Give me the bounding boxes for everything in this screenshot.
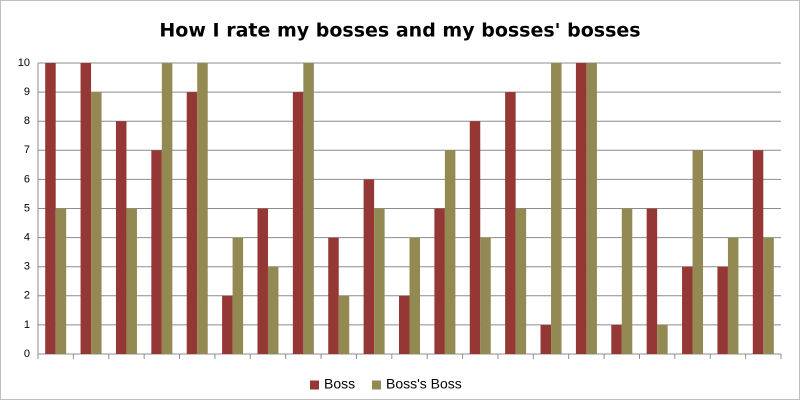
bar [657,324,668,354]
bar [292,92,304,354]
bar [115,121,127,354]
bar [45,63,56,354]
bar [197,63,208,354]
y-tick-label: 0 [24,348,30,360]
bar [161,63,173,354]
bar [409,237,420,354]
y-tick-label: 8 [24,115,30,127]
bar [480,237,491,354]
chart-title: How I rate my bosses and my bosses' boss… [159,20,640,42]
bar [434,208,445,354]
y-tick-label: 3 [24,261,30,273]
bar [646,208,658,354]
y-tick-label: 9 [24,86,30,98]
bar [540,324,552,354]
bar [727,237,739,354]
bar [752,150,764,354]
bar [363,179,375,354]
bar [151,150,162,354]
bar [682,266,693,354]
y-tick-label: 6 [24,173,30,185]
bar [232,237,244,354]
legend-swatch [310,380,319,390]
legend-label: Boss [324,376,355,392]
bar [621,208,633,354]
bar [257,208,268,354]
bar [303,63,314,354]
y-tick-label: 7 [24,144,30,156]
y-tick-label: 4 [24,232,30,244]
bar [55,208,67,354]
bar [222,295,233,354]
bar [717,266,728,354]
legend-swatch [372,380,381,390]
bar [444,150,456,354]
bar [586,63,597,354]
bar [267,266,279,354]
legend-label: Boss's Boss [386,376,462,392]
bar [80,63,92,354]
bar [91,92,102,354]
bar [126,208,137,354]
bar [328,237,339,354]
bar [186,92,198,354]
y-tick-label: 2 [24,290,30,302]
bar [692,150,704,354]
bar [515,208,527,354]
y-tick-label: 5 [24,202,30,214]
bar [469,121,481,354]
bar [763,237,774,354]
y-tick-label: 10 [18,57,30,69]
bar [611,324,622,354]
bar [338,295,350,354]
bar [551,63,562,354]
bar [575,63,587,354]
y-tick-label: 1 [24,319,30,331]
bar [374,208,385,354]
bar [505,92,516,354]
bar [399,295,410,354]
